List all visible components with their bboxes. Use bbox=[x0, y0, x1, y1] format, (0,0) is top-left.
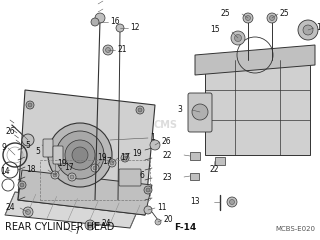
Text: 26: 26 bbox=[5, 127, 15, 137]
Text: 17: 17 bbox=[102, 157, 112, 167]
Circle shape bbox=[103, 45, 113, 55]
Circle shape bbox=[138, 108, 142, 112]
Circle shape bbox=[28, 103, 32, 107]
Text: 20: 20 bbox=[164, 216, 174, 224]
Circle shape bbox=[243, 13, 253, 23]
Circle shape bbox=[229, 199, 235, 204]
Circle shape bbox=[22, 134, 34, 146]
Circle shape bbox=[70, 175, 74, 179]
Text: 22: 22 bbox=[209, 166, 219, 174]
Circle shape bbox=[23, 207, 33, 217]
Text: 6: 6 bbox=[140, 170, 145, 180]
Text: 25: 25 bbox=[220, 10, 230, 18]
Text: 14: 14 bbox=[0, 168, 10, 176]
Text: 3: 3 bbox=[177, 106, 182, 114]
Circle shape bbox=[72, 147, 88, 163]
Polygon shape bbox=[18, 170, 152, 215]
Text: 7: 7 bbox=[74, 228, 79, 236]
Text: 17: 17 bbox=[64, 163, 74, 173]
Circle shape bbox=[144, 206, 152, 214]
Circle shape bbox=[227, 197, 237, 207]
Circle shape bbox=[18, 181, 26, 189]
Text: 12: 12 bbox=[130, 24, 140, 32]
Text: 22: 22 bbox=[163, 150, 172, 160]
Circle shape bbox=[106, 48, 110, 53]
Circle shape bbox=[26, 101, 34, 109]
Circle shape bbox=[68, 173, 76, 181]
Text: 18: 18 bbox=[27, 166, 36, 174]
Polygon shape bbox=[205, 60, 310, 155]
Circle shape bbox=[87, 222, 92, 228]
Text: 15: 15 bbox=[316, 24, 320, 32]
Circle shape bbox=[267, 13, 277, 23]
Circle shape bbox=[91, 18, 99, 26]
Circle shape bbox=[155, 219, 161, 225]
Circle shape bbox=[56, 131, 104, 179]
Circle shape bbox=[123, 156, 127, 160]
Circle shape bbox=[298, 20, 318, 40]
Text: 13: 13 bbox=[190, 198, 200, 206]
Circle shape bbox=[192, 104, 208, 120]
Text: 9: 9 bbox=[1, 144, 6, 152]
Text: MCBS-E020: MCBS-E020 bbox=[275, 226, 315, 232]
Circle shape bbox=[110, 161, 114, 165]
Text: 19: 19 bbox=[132, 149, 142, 157]
Circle shape bbox=[116, 24, 124, 32]
Text: 24: 24 bbox=[5, 204, 15, 212]
Text: 21: 21 bbox=[117, 46, 126, 54]
FancyBboxPatch shape bbox=[43, 139, 53, 157]
Circle shape bbox=[85, 220, 95, 230]
Circle shape bbox=[121, 154, 129, 162]
Circle shape bbox=[20, 183, 24, 187]
Text: 1: 1 bbox=[150, 133, 155, 143]
FancyBboxPatch shape bbox=[53, 146, 63, 164]
Circle shape bbox=[26, 210, 30, 215]
Circle shape bbox=[245, 16, 251, 20]
Circle shape bbox=[48, 123, 112, 187]
Circle shape bbox=[53, 173, 57, 177]
Text: 23: 23 bbox=[162, 173, 172, 181]
Text: CMS: CMS bbox=[153, 120, 177, 130]
Circle shape bbox=[231, 31, 245, 45]
Text: 19: 19 bbox=[97, 152, 107, 162]
FancyBboxPatch shape bbox=[188, 93, 212, 132]
FancyBboxPatch shape bbox=[119, 169, 141, 186]
Circle shape bbox=[95, 13, 105, 23]
Text: 11: 11 bbox=[157, 204, 166, 212]
Circle shape bbox=[108, 159, 116, 167]
Text: 19: 19 bbox=[57, 158, 67, 168]
Circle shape bbox=[91, 164, 99, 172]
Circle shape bbox=[303, 25, 313, 35]
FancyBboxPatch shape bbox=[190, 173, 199, 180]
Text: REAR CYLINDER HEAD: REAR CYLINDER HEAD bbox=[5, 222, 114, 232]
Polygon shape bbox=[18, 90, 155, 215]
Circle shape bbox=[136, 106, 144, 114]
Circle shape bbox=[269, 16, 275, 20]
Text: 5: 5 bbox=[25, 140, 30, 150]
Text: 16: 16 bbox=[110, 18, 120, 26]
Circle shape bbox=[235, 35, 242, 42]
Text: 24: 24 bbox=[102, 218, 112, 228]
Text: 26: 26 bbox=[162, 138, 172, 146]
Polygon shape bbox=[195, 45, 315, 75]
Polygon shape bbox=[5, 192, 140, 228]
FancyBboxPatch shape bbox=[215, 157, 225, 165]
Circle shape bbox=[65, 140, 95, 170]
Circle shape bbox=[146, 188, 150, 192]
Text: F-14: F-14 bbox=[174, 223, 196, 232]
Text: 17: 17 bbox=[120, 154, 130, 162]
Text: 15: 15 bbox=[210, 25, 220, 35]
Circle shape bbox=[150, 140, 160, 150]
Circle shape bbox=[93, 166, 97, 170]
Circle shape bbox=[144, 186, 152, 194]
Text: 5: 5 bbox=[35, 148, 40, 156]
Circle shape bbox=[51, 171, 59, 179]
Text: 25: 25 bbox=[280, 10, 290, 18]
FancyBboxPatch shape bbox=[190, 152, 200, 160]
